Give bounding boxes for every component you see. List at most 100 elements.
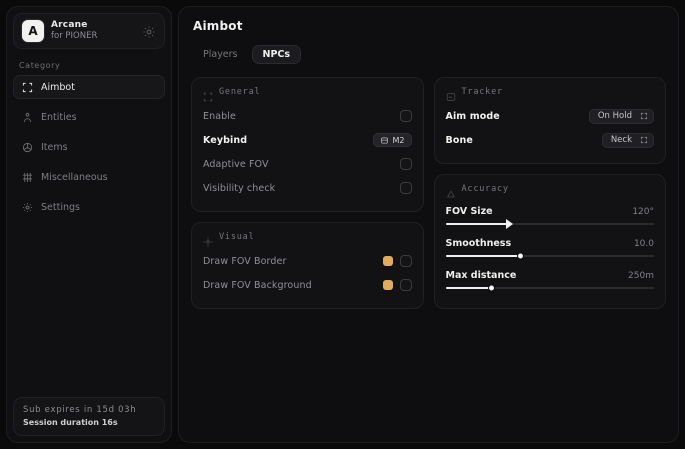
settings-columns: General Enable Keybind M2 (191, 77, 666, 309)
tab-players[interactable]: Players (192, 45, 249, 64)
sidebar-item-aimbot[interactable]: Aimbot (13, 75, 165, 99)
tab-label: Players (203, 49, 238, 60)
brand-name: Arcane (51, 20, 88, 30)
row-aim-mode: Aim mode On Hold (445, 104, 654, 128)
slider-fill (445, 255, 521, 257)
crosshair-icon (203, 87, 213, 102)
fov-background-color-swatch[interactable] (382, 280, 393, 290)
tab-label: NPCs (262, 49, 291, 60)
slider-header: Max distance 250m (446, 270, 655, 281)
slider-max-distance: Max distance 250m (445, 265, 655, 297)
row-draw-fov-border: Draw FOV Border (203, 249, 412, 273)
card-title: General (219, 87, 261, 97)
bone-value: Neck (610, 135, 632, 145)
slider-value: 250m (628, 271, 654, 281)
row-enable: Enable (203, 104, 412, 128)
slider-knob[interactable] (517, 252, 525, 260)
expand-icon (640, 136, 648, 144)
row-bone: Bone Neck (445, 128, 654, 152)
slider-label: FOV Size (445, 206, 493, 217)
right-column: Tracker Aim mode On Hold (433, 77, 666, 309)
expand-icon (640, 112, 648, 120)
brand-card[interactable]: A Arcane for PIONER (13, 13, 165, 49)
bone-select[interactable]: Neck (601, 132, 654, 148)
sidebar-item-miscellaneous[interactable]: Miscellaneous (13, 165, 165, 189)
row-label: Draw FOV Background (203, 279, 312, 291)
slider-header: Smoothness 10.0 (446, 238, 655, 249)
tab-npcs[interactable]: NPCs (251, 45, 302, 64)
row-visibility-check: Visibility check (203, 176, 412, 200)
slider-track[interactable] (445, 219, 654, 229)
slider-knob[interactable] (487, 284, 495, 292)
slider-header: FOV Size 120° (446, 206, 655, 217)
app-logo: A (22, 20, 44, 42)
keybind-value: M2 (392, 135, 405, 145)
package-icon (22, 142, 33, 153)
slider-fov-size: FOV Size 120° (445, 201, 655, 233)
person-icon (22, 112, 33, 123)
brand-text: Arcane for PIONER (51, 20, 135, 42)
sub-expiry-text: Sub expires in 15d 03h (23, 405, 137, 415)
enable-checkbox[interactable] (399, 110, 412, 122)
sidebar-item-label: Entities (41, 111, 77, 123)
card-header: Tracker (446, 87, 655, 101)
adaptive-fov-checkbox[interactable] (399, 158, 412, 170)
grid-icon (22, 172, 33, 183)
aim-mode-select[interactable]: On Hold (588, 108, 654, 124)
draw-fov-border-checkbox[interactable] (399, 255, 412, 267)
slider-knob[interactable] (506, 219, 514, 229)
keybind-badge[interactable]: M2 (372, 133, 412, 147)
sidebar-item-label: Miscellaneous (41, 171, 108, 183)
left-column: General Enable Keybind M2 (191, 77, 424, 309)
fov-border-color-swatch[interactable] (382, 256, 393, 266)
sidebar-item-items[interactable]: Items (13, 135, 165, 159)
sidebar-item-settings[interactable]: Settings (13, 195, 165, 219)
row-keybind: Keybind M2 (203, 128, 412, 152)
card-title: Accuracy (461, 184, 509, 194)
slider-fill (445, 287, 492, 289)
slider-fill (445, 223, 509, 225)
subscription-status-card: Sub expires in 15d 03h Session duration … (13, 397, 165, 436)
visibility-check-checkbox[interactable] (399, 182, 412, 194)
slider-smoothness: Smoothness 10.0 (445, 233, 655, 265)
session-duration-text: Session duration 16s (23, 418, 118, 427)
slider-value: 10.0 (633, 239, 654, 249)
sidebar-category-label: Category (19, 61, 61, 70)
draw-fov-background-checkbox[interactable] (399, 279, 412, 291)
row-controls (382, 255, 412, 267)
card-header: General (203, 87, 412, 102)
frame-icon (446, 87, 456, 101)
card-general: General Enable Keybind M2 (191, 77, 424, 212)
slider-track[interactable] (445, 252, 654, 260)
row-label: Visibility check (203, 182, 276, 194)
page-title: Aimbot (193, 19, 243, 33)
gear-icon[interactable] (142, 24, 156, 38)
card-visual: Visual Draw FOV Border Draw FOV Backgrou… (191, 222, 424, 309)
card-title: Visual (219, 232, 255, 242)
sidebar-item-label: Aimbot (41, 81, 75, 93)
card-accuracy: Accuracy FOV Size 120° (433, 174, 666, 309)
gear-icon (22, 202, 33, 213)
row-label: Enable (203, 110, 236, 122)
sidebar-item-entities[interactable]: Entities (13, 105, 165, 129)
target-icon (203, 232, 213, 247)
row-label: Draw FOV Border (203, 255, 287, 267)
slider-label: Smoothness (445, 238, 512, 249)
card-tracker: Tracker Aim mode On Hold (433, 77, 666, 164)
card-header: Accuracy (446, 184, 655, 198)
row-label: Bone (445, 134, 473, 146)
slider-track[interactable] (445, 284, 654, 292)
sidebar-item-label: Items (41, 141, 68, 153)
row-label: Aim mode (445, 110, 500, 122)
row-label: Adaptive FOV (203, 158, 269, 170)
crosshair-icon (22, 82, 33, 93)
slider-label: Max distance (445, 270, 517, 281)
row-adaptive-fov: Adaptive FOV (203, 152, 412, 176)
brand-subtitle: for PIONER (51, 31, 98, 41)
row-label: Keybind (203, 134, 248, 146)
tab-bar: Players NPCs (191, 45, 666, 64)
card-title: Tracker (461, 87, 503, 97)
triangle-icon (446, 184, 456, 198)
sidebar-nav: Aimbot Entities Items (7, 75, 171, 219)
